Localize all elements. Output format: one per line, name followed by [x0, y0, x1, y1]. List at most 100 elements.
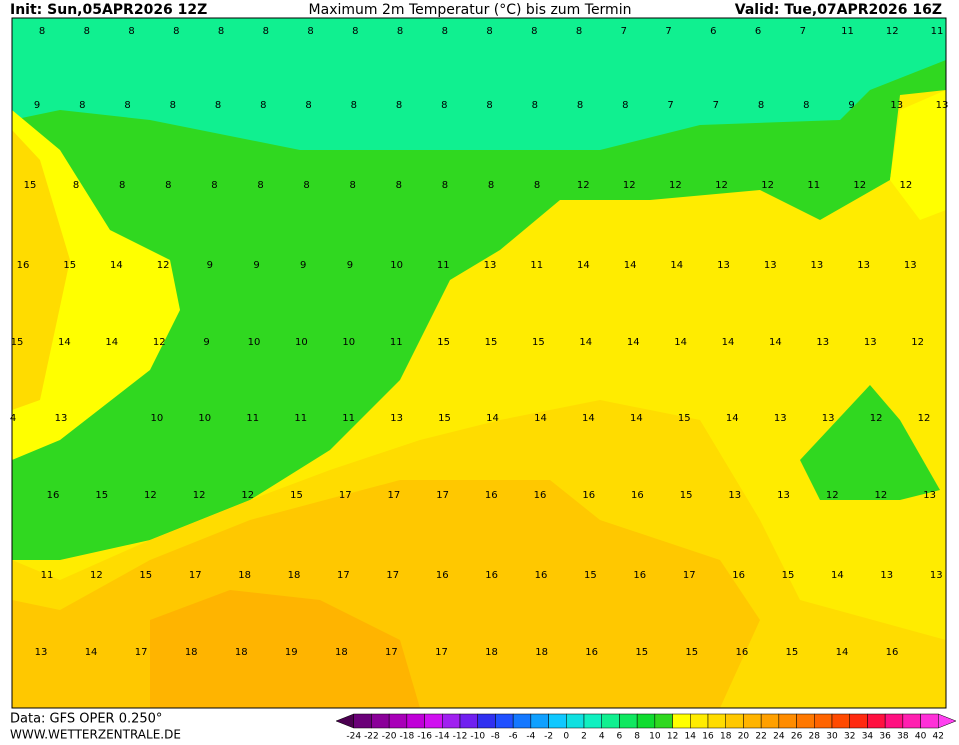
- temperature-value: 12: [715, 180, 728, 191]
- colorbar-swatch: [548, 713, 567, 729]
- colorbar-label: 2: [581, 732, 587, 742]
- temperature-value: 18: [535, 647, 548, 658]
- temperature-value: 8: [352, 26, 358, 37]
- temperature-value: 6: [755, 26, 761, 37]
- temperature-value: 10: [390, 260, 403, 271]
- temperature-value: 15: [95, 490, 108, 501]
- temperature-value: 18: [185, 647, 198, 658]
- temperature-value: 15: [782, 570, 795, 581]
- temperature-value: 13: [857, 260, 870, 271]
- colorbar-label: 6: [617, 732, 623, 742]
- temperature-value: 8: [218, 26, 224, 37]
- colorbar-swatch: [725, 713, 744, 729]
- temperature-value: 15: [532, 337, 545, 348]
- colorbar-label: -24: [346, 732, 361, 742]
- valid-time: Valid: Tue,07APR2026 16Z: [735, 2, 942, 18]
- colorbar-label: 24: [773, 732, 785, 742]
- colorbar-label: 18: [720, 732, 732, 742]
- temperature-value: 18: [238, 570, 251, 581]
- temperature-value: 8: [442, 180, 448, 191]
- temperature-value: 8: [263, 26, 269, 37]
- colorbar-swatch: [601, 713, 620, 729]
- temperature-value: 11: [294, 413, 307, 424]
- temperature-value: 8: [396, 180, 402, 191]
- temperature-value: 12: [157, 260, 170, 271]
- temperature-value: 13: [764, 260, 777, 271]
- temperature-value: 12: [193, 490, 206, 501]
- temperature-value: 12: [761, 180, 774, 191]
- colorbar-swatch: [459, 713, 478, 729]
- temperature-value: 14: [630, 413, 643, 424]
- colorbar-label: 22: [755, 732, 766, 742]
- temperature-value: 8: [170, 100, 176, 111]
- temperature-value: 16: [485, 570, 498, 581]
- temperature-value: 12: [669, 180, 682, 191]
- temperature-value: 8: [307, 26, 313, 37]
- temperature-value: 14: [627, 337, 640, 348]
- colorbar-label: -18: [400, 732, 415, 742]
- colorbar-swatch: [388, 713, 408, 729]
- temperature-value: 7: [665, 26, 671, 37]
- temperature-value: 8: [351, 100, 357, 111]
- temperature-value: 9: [300, 260, 306, 271]
- temperature-value: 15: [63, 260, 76, 271]
- temperature-value: 14: [85, 647, 98, 658]
- temperature-value: 9: [207, 260, 213, 271]
- temperature-value: 13: [774, 413, 787, 424]
- temperature-value: 8: [397, 26, 403, 37]
- temperature-value: 8: [622, 100, 628, 111]
- temperature-value: 11: [41, 570, 54, 581]
- temperature-value: 10: [150, 413, 163, 424]
- temperature-value: 12: [623, 180, 636, 191]
- colorbar-label: 42: [933, 732, 944, 742]
- colorbar-label: 12: [667, 732, 678, 742]
- colorbar-label: 28: [809, 732, 821, 742]
- temperature-value: 14: [582, 413, 595, 424]
- temperature-value: 13: [728, 490, 741, 501]
- temperature-value: 8: [39, 26, 45, 37]
- temperature-value: 8: [350, 180, 356, 191]
- temperature-value: 8: [803, 100, 809, 111]
- colorbar-swatch: [371, 713, 390, 729]
- colorbar-swatch: [530, 713, 549, 729]
- temperature-value: 15: [685, 647, 698, 658]
- temperature-value: 9: [203, 337, 209, 348]
- temperature-value: 14: [831, 570, 844, 581]
- colorbar-swatch: [849, 713, 868, 729]
- temperature-value: 8: [84, 26, 90, 37]
- colorbar-swatch: [442, 713, 461, 729]
- temperature-value: 17: [337, 570, 350, 581]
- map-area: [11, 17, 947, 709]
- temperature-value: 16: [17, 260, 30, 271]
- temperature-value: 6: [710, 26, 716, 37]
- colorbar-label: -14: [435, 732, 450, 742]
- temperature-value: 12: [90, 570, 103, 581]
- colorbar-swatch: [814, 713, 833, 729]
- temperature-value: 8: [577, 100, 583, 111]
- colorbar-label: -8: [491, 732, 500, 742]
- temperature-value: 7: [667, 100, 673, 111]
- colorbar-label: 4: [599, 732, 605, 742]
- temperature-value: 8: [124, 100, 130, 111]
- temperature-value: 12: [153, 337, 166, 348]
- temperature-value: 16: [534, 490, 547, 501]
- temperature-value: 15: [584, 570, 597, 581]
- temperature-value: 14: [486, 413, 499, 424]
- temperature-value: 8: [165, 180, 171, 191]
- temperature-value: 8: [442, 26, 448, 37]
- temperature-value: 16: [485, 490, 498, 501]
- temperature-value: 8: [396, 100, 402, 111]
- temperature-value: 14: [836, 647, 849, 658]
- temperature-value: 14: [58, 337, 71, 348]
- temperature-value: 8: [486, 100, 492, 111]
- temperature-value: 14: [674, 337, 687, 348]
- temperature-value: 13: [890, 100, 903, 111]
- temperature-value: 12: [144, 490, 157, 501]
- temperature-value: 13: [822, 413, 835, 424]
- temperature-value: 11: [246, 413, 259, 424]
- temperature-value: 12: [900, 180, 913, 191]
- temperature-value: 12: [241, 490, 254, 501]
- colorbar-label: -12: [453, 732, 468, 742]
- temperature-value: 14: [577, 260, 590, 271]
- colorbar-swatch: [424, 713, 443, 729]
